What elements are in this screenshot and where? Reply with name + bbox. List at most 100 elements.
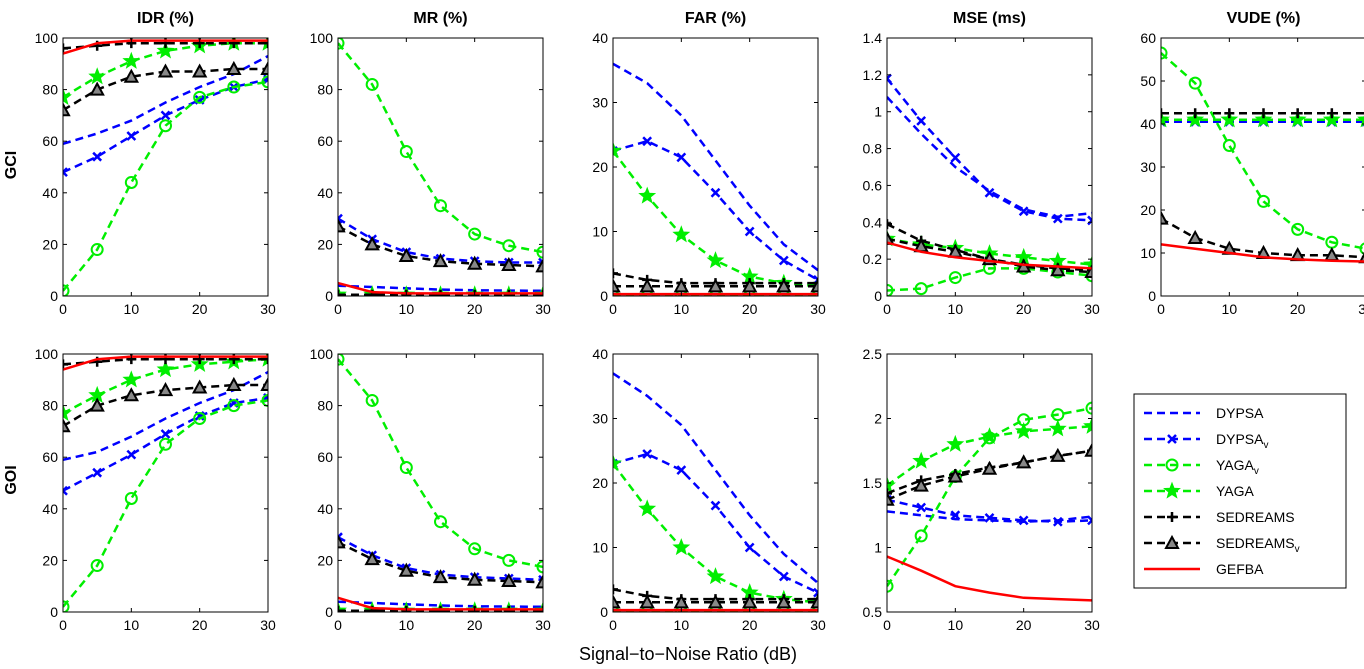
y-tick-label: 1.2: [863, 67, 883, 83]
point-dypsa_v: [744, 226, 755, 237]
point-sedreams_v: [1084, 442, 1092, 457]
series-line-yaga_v: [338, 358, 543, 569]
panel-title: MSE (ms): [953, 10, 1026, 27]
y-tick-label: 0: [325, 604, 333, 620]
panel-title: FAR (%): [685, 10, 746, 27]
point-sedreams_v: [1161, 210, 1169, 225]
point-yaga_v: [159, 119, 172, 133]
legend-label: SEDREAMSv: [1216, 535, 1300, 555]
point-yaga_v: [193, 412, 207, 425]
point-sedreams: [887, 219, 892, 230]
point-dypsa_v: [1018, 515, 1029, 526]
point-sedreams: [1190, 108, 1201, 119]
y-tick-label: 0: [600, 288, 608, 304]
series-line-gefba: [338, 281, 543, 295]
series-group: [613, 62, 818, 296]
point-yaga_v: [124, 175, 138, 189]
point-yaga_v: [434, 515, 447, 529]
point-yaga_v: [193, 90, 207, 104]
x-tick-label: 10: [124, 301, 140, 317]
legend-entry-dypsa: DYPSA: [1144, 405, 1264, 421]
point-dypsa_v: [160, 110, 171, 121]
point-sedreams: [887, 488, 892, 499]
point-sedreams: [1224, 108, 1235, 119]
point-yaga: [887, 476, 896, 494]
point-yaga: [88, 67, 107, 85]
point-yaga: [613, 454, 622, 472]
point-dypsa_v: [92, 151, 103, 162]
y-tick-label: 60: [42, 133, 58, 149]
point-sedreams_v: [157, 382, 174, 397]
point-sedreams_v: [260, 376, 268, 391]
point-dypsa_v: [1052, 213, 1063, 224]
point-dypsa_v: [642, 449, 653, 459]
point-sedreams: [338, 289, 343, 296]
point-yaga: [638, 499, 657, 517]
row-label-gci: GCI: [3, 151, 20, 179]
point-sedreams_v: [226, 60, 242, 75]
legend-entry-sedreams: SEDREAMS: [1144, 509, 1295, 525]
x-tick-label: 30: [1084, 301, 1100, 317]
point-sedreams: [813, 278, 818, 289]
panel-title: IDR (%): [137, 10, 194, 27]
point-sedreams_v: [63, 102, 71, 117]
point-dypsa_v: [778, 571, 789, 582]
point-sedreams_v: [466, 255, 483, 270]
panel-gci-mse: 0 10 20 30 0 0.2 0.4 0.6 0.8 1 1.2 1.4 MSE (ms): [863, 10, 1100, 317]
point-sedreams_v: [89, 81, 105, 96]
y-tick-label: 100: [310, 346, 334, 362]
point-yaga_v: [468, 542, 482, 556]
x-tick-label: 30: [1084, 617, 1100, 633]
y-tick-label: 40: [317, 185, 333, 201]
x-tick-label: 20: [1016, 301, 1032, 317]
point-yaga_v: [227, 80, 241, 94]
point-yaga_v: [227, 399, 241, 413]
point-yaga_v: [1222, 139, 1236, 152]
y-tick-label: 60: [317, 449, 333, 465]
point-sedreams_v: [466, 571, 483, 586]
legend-subscript: v: [1263, 440, 1268, 451]
point-yaga_v: [887, 579, 894, 593]
point-yaga_v: [90, 559, 104, 573]
point-yaga: [946, 434, 965, 452]
point-sedreams_v: [501, 572, 517, 588]
y-tick-label: 10: [592, 224, 608, 240]
point-sedreams: [435, 605, 446, 612]
series-line-dypsa: [613, 372, 818, 584]
point-sedreams_v: [157, 63, 174, 78]
point-dypsa_v: [778, 255, 789, 266]
series-group: [338, 354, 543, 612]
point-yaga_v: [90, 243, 104, 257]
point-sedreams_v: [981, 460, 998, 475]
point-sedreams: [1258, 108, 1269, 119]
x-axis-label: Signal−to−Noise Ratio (dB): [579, 644, 797, 664]
point-sedreams_v: [1050, 262, 1066, 277]
legend-subscript: v: [1254, 466, 1259, 477]
point-sedreams_v: [810, 278, 818, 293]
point-sedreams_v: [1015, 454, 1032, 469]
point-yaga: [122, 51, 141, 69]
point-sedreams: [538, 289, 543, 296]
legend-entry-sedreams_v: SEDREAMSv: [1144, 534, 1300, 555]
y-tick-label: 1.5: [863, 475, 883, 491]
x-tick-label: 20: [1290, 301, 1306, 317]
series-line-gefba: [887, 241, 1092, 270]
point-sedreams_v: [260, 60, 268, 75]
point-yaga_v: [261, 393, 268, 407]
point-sedreams_v: [810, 594, 818, 609]
point-yaga_v: [536, 560, 543, 574]
point-dypsa_v: [950, 152, 961, 163]
series-line-dypsa: [613, 62, 818, 272]
series-line-yaga_v: [63, 80, 268, 292]
y-tick-label: 80: [42, 398, 58, 414]
y-tick-label: 20: [592, 159, 608, 175]
point-yaga: [122, 370, 141, 388]
x-tick-label: 0: [334, 301, 342, 317]
point-yaga: [912, 451, 931, 469]
y-tick-label: 1: [874, 104, 882, 120]
point-yaga: [1254, 110, 1273, 128]
panel-title: MR (%): [413, 10, 467, 27]
point-sedreams: [435, 289, 446, 296]
legend-subscript: v: [1295, 544, 1300, 555]
point-sedreams_v: [338, 218, 346, 233]
